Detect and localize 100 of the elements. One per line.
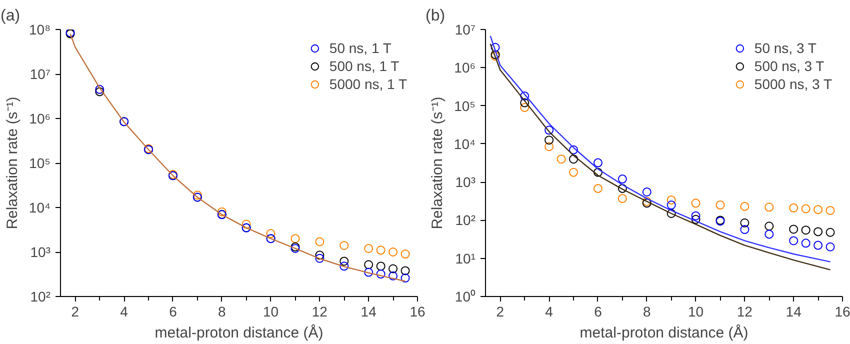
point	[691, 198, 700, 208]
point	[593, 184, 602, 193]
point	[826, 206, 835, 215]
point	[376, 262, 386, 271]
point	[569, 168, 578, 177]
point	[593, 168, 602, 177]
point	[569, 145, 578, 154]
x-tick-label: 2	[496, 304, 504, 320]
legend-label: 5000 ns, 1 T	[329, 75, 407, 93]
point	[814, 227, 823, 236]
point	[95, 87, 104, 96]
point	[666, 200, 676, 210]
point	[364, 244, 374, 253]
x-tick-label: 14	[360, 304, 377, 320]
x-tick-label: 12	[312, 304, 328, 320]
point	[814, 205, 823, 214]
point	[490, 42, 500, 52]
y-tick-label: 10²	[30, 288, 51, 304]
point	[593, 158, 602, 168]
x-tick-label: 12	[736, 304, 753, 320]
point	[340, 241, 349, 250]
point	[242, 220, 251, 229]
point	[388, 264, 398, 274]
x-tick-label: 6	[594, 304, 602, 320]
point	[520, 98, 530, 108]
point	[544, 136, 554, 145]
point	[556, 154, 566, 164]
point	[740, 218, 750, 228]
point	[400, 274, 410, 283]
point	[789, 224, 798, 234]
point	[400, 266, 410, 276]
y-tick-label: 10⁶	[454, 60, 476, 76]
point	[315, 237, 324, 246]
point	[364, 260, 374, 270]
point	[691, 214, 700, 224]
point	[666, 195, 676, 204]
chart-title: (a)	[0, 8, 20, 24]
point	[217, 207, 226, 216]
y-tick-label: 10²	[455, 212, 476, 228]
x-tick-label: 8	[218, 304, 226, 320]
y-axis-title: Relaxation rate (s⁻¹)	[428, 96, 446, 230]
y-tick-label: 10³	[30, 244, 51, 260]
chart-title: (b)	[426, 8, 446, 24]
point	[764, 202, 774, 212]
point	[376, 246, 386, 255]
x-tick-label: 4	[120, 304, 128, 320]
point	[642, 187, 652, 196]
point	[569, 154, 578, 164]
y-tick-label: 10⁷	[30, 66, 51, 82]
y-axis-title: Relaxation rate (s⁻¹)	[4, 96, 21, 230]
legend-label: 500 ns, 3 T	[754, 57, 824, 75]
x-tick-label: 8	[642, 304, 651, 320]
point	[388, 271, 398, 280]
point	[814, 240, 823, 250]
point	[789, 236, 798, 246]
y-tick-label: 10⁸	[29, 22, 51, 38]
point	[376, 270, 386, 279]
point	[764, 230, 774, 239]
point	[315, 250, 324, 260]
y-tick-label: 10³	[455, 174, 476, 190]
point	[801, 226, 810, 235]
point	[315, 254, 324, 263]
legend-label: 50 ns, 1 T	[329, 39, 392, 57]
point	[266, 229, 276, 238]
point	[544, 142, 554, 152]
point	[740, 202, 750, 211]
point	[364, 268, 374, 277]
x-axis-title: metal-proton distance (Å)	[154, 324, 324, 342]
point	[400, 250, 410, 259]
x-axis-title: metal-proton distance (Å)	[580, 324, 748, 342]
y-tick-label: 10⁵	[29, 155, 51, 171]
x-tick-label: 10	[263, 304, 279, 320]
x-tick-label: 14	[786, 304, 802, 320]
x-tick-label: 16	[410, 304, 426, 320]
point	[764, 222, 774, 231]
point	[740, 225, 750, 234]
point	[618, 174, 627, 184]
x-tick-label: 4	[545, 304, 554, 320]
legend-label: 50 ns, 3 T	[754, 39, 816, 57]
point	[290, 234, 300, 244]
point	[340, 256, 349, 266]
x-tick-label: 16	[834, 304, 850, 320]
point	[801, 238, 810, 248]
y-tick-label: 10⁷	[454, 22, 476, 38]
y-tick-label: 10⁰	[454, 288, 476, 304]
point	[618, 194, 627, 204]
legend-label: 5000 ns, 3 T	[754, 75, 832, 93]
y-tick-label: 10⁴	[454, 136, 476, 152]
y-tick-label: 10⁵	[454, 98, 476, 114]
point	[801, 204, 810, 214]
x-tick-label: 6	[169, 304, 178, 320]
y-tick-label: 10⁴	[28, 200, 51, 216]
point	[666, 209, 676, 218]
y-tick-label: 10⁶	[29, 110, 51, 126]
point	[544, 126, 554, 135]
y-tick-label: 10¹	[455, 250, 476, 266]
point	[716, 200, 725, 210]
point	[618, 184, 627, 193]
line-series	[70, 33, 406, 282]
x-tick-label: 2	[71, 304, 80, 320]
